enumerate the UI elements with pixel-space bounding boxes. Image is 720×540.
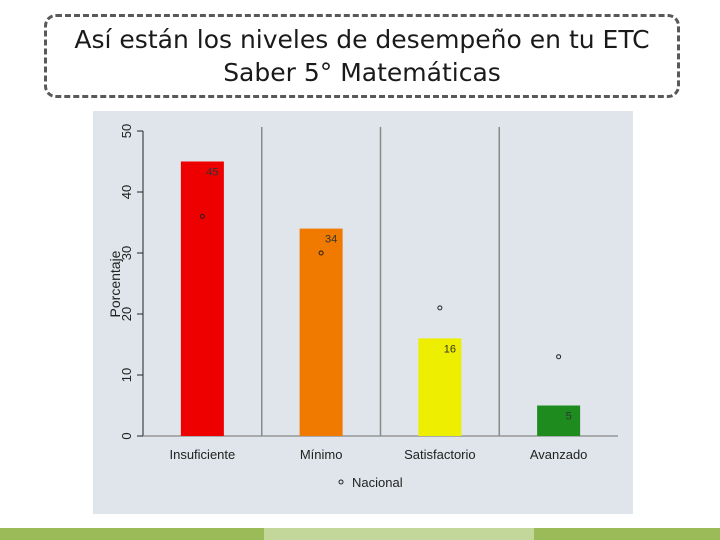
y-tick-label: 50 xyxy=(119,124,134,138)
bar-value-label: 16 xyxy=(444,343,456,355)
bar xyxy=(537,405,581,436)
bar-value-label: 5 xyxy=(566,411,572,423)
title-box: Así están los niveles de desempeño en tu… xyxy=(44,14,680,98)
y-tick-label: 40 xyxy=(119,185,134,199)
x-category-label: Mínimo xyxy=(300,447,343,462)
slide-title: Así están los niveles de desempeño en tu… xyxy=(74,25,650,87)
y-tick-label: 10 xyxy=(119,368,134,382)
y-tick-label: 20 xyxy=(119,307,134,321)
nacional-point xyxy=(556,354,562,360)
legend-label: Nacional xyxy=(352,475,403,490)
bar xyxy=(418,338,462,436)
bar xyxy=(299,228,343,436)
x-category-label: Satisfactorio xyxy=(404,447,476,462)
x-category-label: Avanzado xyxy=(530,447,588,462)
y-tick-label: 0 xyxy=(119,432,134,439)
bar xyxy=(180,161,224,436)
x-category-label: Insuficiente xyxy=(169,447,235,462)
nacional-point xyxy=(318,250,324,256)
bar-value-label: 45 xyxy=(206,167,218,179)
nacional-point xyxy=(437,305,443,311)
bar-value-label: 34 xyxy=(325,234,337,246)
nacional-point xyxy=(199,213,205,219)
legend-marker xyxy=(338,479,344,485)
footer-bar-accent xyxy=(264,528,534,540)
y-tick-label: 30 xyxy=(119,246,134,260)
performance-bar-chart: 0 10 20 30 40 50 Porcentaje 45 Insuficiente 34 Mín… xyxy=(107,124,618,490)
y-axis-label: Porcentaje xyxy=(107,250,123,317)
